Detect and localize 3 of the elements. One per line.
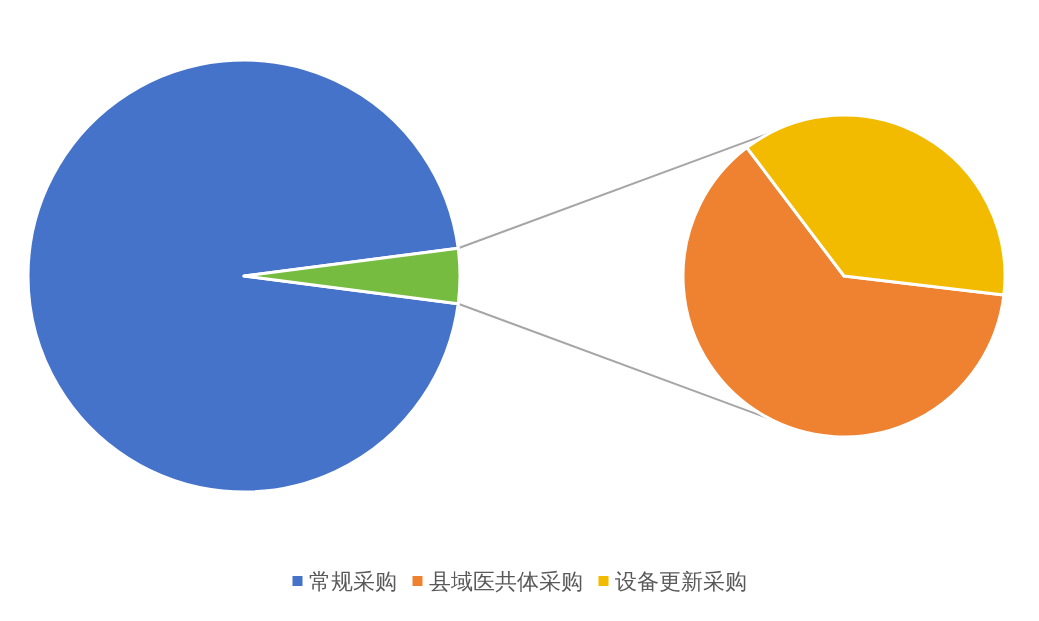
legend-label: 常规采购 [308, 568, 397, 594]
legend-label: 设备更新采购 [614, 568, 747, 594]
legend-label: 县域医共体采购 [428, 568, 583, 594]
